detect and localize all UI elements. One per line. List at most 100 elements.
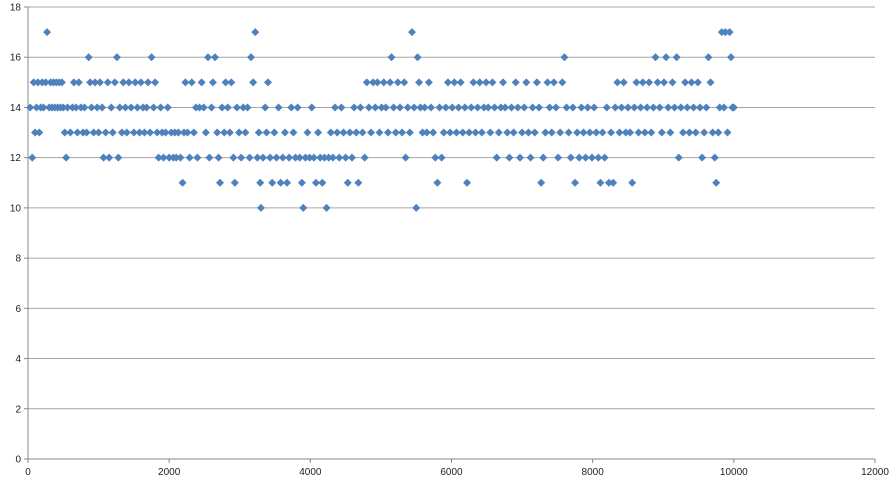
data-point [33, 78, 42, 87]
data-point [429, 128, 438, 137]
data-point [488, 78, 497, 87]
data-point [149, 103, 158, 112]
x-tick-label: 0 [25, 467, 31, 478]
data-point [653, 78, 662, 87]
data-point [318, 178, 327, 187]
data-point [443, 78, 452, 87]
data-point [82, 128, 91, 137]
data-point [129, 128, 138, 137]
data-point [225, 128, 234, 137]
data-point [528, 103, 537, 112]
y-tick-label: 14 [10, 103, 22, 114]
data-point [664, 103, 673, 112]
data-point [623, 103, 632, 112]
data-point [86, 78, 95, 87]
data-point [592, 128, 601, 137]
data-point [587, 153, 596, 162]
data-point [469, 78, 478, 87]
data-point [467, 103, 476, 112]
data-point [450, 78, 459, 87]
data-point [218, 103, 227, 112]
y-tick-label: 6 [15, 304, 21, 315]
data-point [452, 128, 461, 137]
data-point [615, 128, 624, 137]
data-point [422, 128, 431, 137]
data-point [241, 128, 250, 137]
data-point [151, 78, 160, 87]
data-point [235, 128, 244, 137]
data-point [57, 78, 66, 87]
data-point [454, 103, 463, 112]
data-point [611, 103, 620, 112]
data-point [189, 128, 198, 137]
data-point [299, 203, 308, 212]
data-point [221, 78, 230, 87]
data-point [165, 153, 174, 162]
data-point [583, 103, 592, 112]
data-point [69, 78, 78, 87]
data-point [577, 103, 586, 112]
data-point [176, 153, 185, 162]
data-point [579, 128, 588, 137]
data-point [632, 78, 641, 87]
data-point [89, 128, 98, 137]
data-point [136, 78, 145, 87]
data-point [297, 178, 306, 187]
data-point [203, 53, 212, 62]
data-point [243, 103, 252, 112]
data-point [320, 153, 329, 162]
data-point [245, 153, 254, 162]
data-point [708, 128, 717, 137]
data-point [700, 128, 709, 137]
data-point [367, 128, 376, 137]
data-point [311, 178, 320, 187]
data-point [482, 78, 491, 87]
data-point [371, 103, 380, 112]
data-point [127, 103, 136, 112]
data-point [223, 103, 232, 112]
data-point [84, 53, 93, 62]
data-point [254, 128, 263, 137]
data-point [683, 103, 692, 112]
data-point [501, 103, 510, 112]
data-point [706, 78, 715, 87]
data-point [496, 103, 505, 112]
data-point [662, 53, 671, 62]
data-point [43, 28, 52, 37]
data-point [303, 128, 312, 137]
data-point [640, 128, 649, 137]
data-point [494, 128, 503, 137]
data-point [698, 153, 707, 162]
data-point [562, 103, 571, 112]
data-point [143, 78, 152, 87]
data-point [289, 128, 298, 137]
data-point [283, 178, 292, 187]
data-point [154, 153, 163, 162]
data-point [585, 128, 594, 137]
data-point [121, 103, 130, 112]
data-point [364, 103, 373, 112]
data-point [657, 128, 666, 137]
data-point [276, 178, 285, 187]
data-point [256, 203, 265, 212]
data-point [558, 78, 567, 87]
data-point [285, 153, 294, 162]
x-tick-label: 2000 [158, 467, 181, 478]
data-point [131, 78, 140, 87]
data-point [435, 103, 444, 112]
data-point [554, 153, 563, 162]
data-point [343, 178, 352, 187]
data-point [458, 128, 467, 137]
data-point [135, 128, 144, 137]
data-point [522, 78, 531, 87]
data-point [600, 153, 609, 162]
data-point [309, 153, 318, 162]
data-point [326, 128, 335, 137]
data-point [99, 153, 108, 162]
data-point [387, 53, 396, 62]
data-point [473, 103, 482, 112]
data-point [187, 78, 196, 87]
data-point [486, 128, 495, 137]
data-point [395, 103, 404, 112]
